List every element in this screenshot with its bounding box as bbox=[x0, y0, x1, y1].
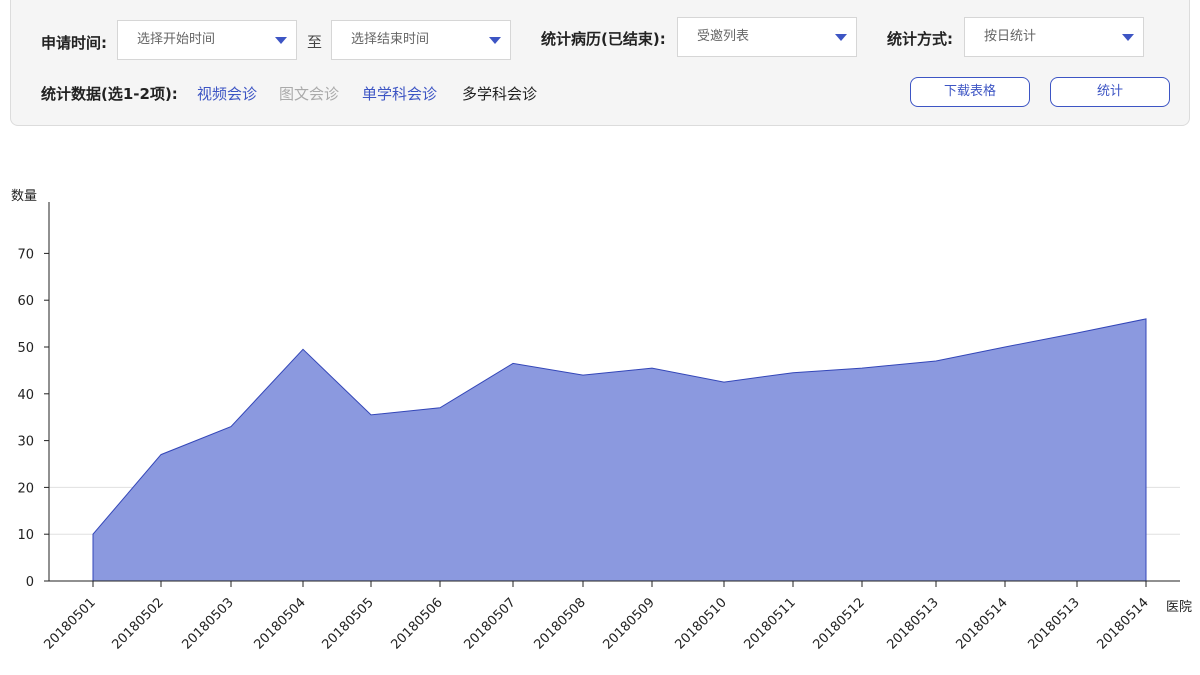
x-tick-label: 20180513 bbox=[1025, 595, 1082, 652]
x-tick-label: 20180506 bbox=[388, 595, 445, 652]
x-tick-label: 20180505 bbox=[319, 595, 376, 652]
x-tick-label: 20180513 bbox=[884, 595, 941, 652]
x-tick-label: 20180514 bbox=[953, 595, 1010, 652]
x-tick-label: 20180514 bbox=[1094, 595, 1151, 652]
x-tick-label: 20180511 bbox=[741, 595, 798, 652]
y-tick-label: 40 bbox=[17, 388, 34, 403]
caret-down-icon bbox=[835, 34, 847, 41]
area-series bbox=[92, 318, 1147, 582]
x-tick-label: 20180508 bbox=[531, 595, 588, 652]
y-tick-label: 20 bbox=[17, 481, 34, 496]
start-date-picker[interactable]: 选择开始时间 bbox=[117, 20, 297, 60]
apply-time-label: 申请时间: bbox=[41, 34, 107, 52]
end-date-placeholder: 选择结束时间 bbox=[351, 32, 430, 47]
y-axis-title: 数量 bbox=[11, 189, 37, 204]
x-tick-label: 20180512 bbox=[810, 595, 867, 652]
x-tick-label: 20180509 bbox=[600, 595, 657, 652]
records-label: 统计病历(已结束): bbox=[541, 30, 666, 48]
x-tick-label: 20180507 bbox=[461, 595, 518, 652]
records-select-value: 受邀列表 bbox=[697, 29, 750, 44]
y-tick-label: 60 bbox=[17, 294, 34, 309]
method-label: 统计方式: bbox=[887, 30, 953, 48]
stat-button[interactable]: 统计 bbox=[1050, 77, 1170, 107]
x-tick-label: 20180501 bbox=[41, 595, 98, 652]
x-tick-label: 20180504 bbox=[251, 595, 308, 652]
y-ticks: 0 10 20 30 40 50 60 70 bbox=[17, 247, 49, 590]
y-tick-label: 10 bbox=[17, 528, 34, 543]
option-multi-discipline-consult[interactable]: 多学科会诊 bbox=[462, 85, 538, 103]
y-tick-label: 70 bbox=[17, 247, 34, 262]
option-image-text-consult[interactable]: 图文会诊 bbox=[279, 85, 340, 103]
filter-panel: 申请时间: 选择开始时间 至 选择结束时间 统计病历(已结束): 受邀列表 统计… bbox=[10, 0, 1190, 126]
end-date-picker[interactable]: 选择结束时间 bbox=[331, 20, 511, 60]
method-select-value: 按日统计 bbox=[984, 29, 1037, 44]
x-tick-label: 20180510 bbox=[672, 595, 729, 652]
x-ticks: 20180501 20180502 20180503 20180504 20180505… bbox=[41, 581, 1152, 653]
x-axis-title: 医院 bbox=[1166, 600, 1192, 615]
caret-down-icon bbox=[489, 37, 501, 44]
y-tick-label: 0 bbox=[26, 575, 34, 590]
caret-down-icon bbox=[1122, 34, 1134, 41]
start-date-placeholder: 选择开始时间 bbox=[137, 32, 216, 47]
to-label: 至 bbox=[307, 33, 323, 51]
option-single-discipline-consult[interactable]: 单学科会诊 bbox=[362, 85, 438, 103]
download-table-button[interactable]: 下载表格 bbox=[910, 77, 1030, 107]
method-select[interactable]: 按日统计 bbox=[964, 17, 1144, 57]
records-select[interactable]: 受邀列表 bbox=[677, 17, 857, 57]
area-chart: 0 10 20 30 40 50 60 70 20180501 20180502 20180503… bbox=[11, 189, 1192, 653]
x-tick-label: 20180503 bbox=[179, 595, 236, 652]
caret-down-icon bbox=[275, 37, 287, 44]
y-tick-label: 50 bbox=[17, 341, 34, 356]
x-tick-label: 20180502 bbox=[109, 595, 166, 652]
option-video-consult[interactable]: 视频会诊 bbox=[197, 85, 258, 103]
data-label: 统计数据(选1-2项): bbox=[41, 85, 178, 103]
y-tick-label: 30 bbox=[17, 435, 34, 450]
